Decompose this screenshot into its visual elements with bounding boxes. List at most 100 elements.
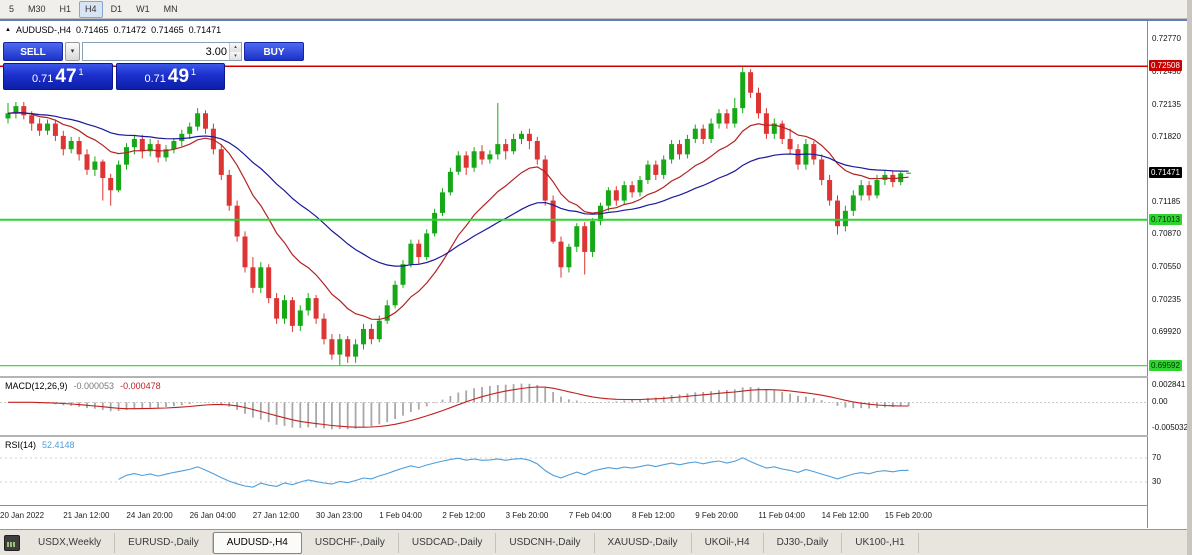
time-axis-label: 2 Feb 12:00 [442,511,486,520]
chart-tab-uk100-h1[interactable]: UK100-,H1 [842,532,919,553]
candle [582,226,588,252]
price-axis[interactable]: 0.72770 0.72450 0.72135 0.71820 0.71185 0.708… [1149,21,1192,528]
candle [740,72,746,109]
ma-slow [7,112,909,267]
price-level-badge: 0.69592 [1149,359,1182,371]
candle [424,233,430,258]
candle [866,185,872,196]
candle [811,144,817,160]
candle [526,133,532,142]
timeframe-button-w1[interactable]: W1 [136,3,150,14]
ma-fast [7,111,909,321]
axis-label: 0.71820 [1152,131,1181,141]
timeframe-button-h4[interactable]: H4 [79,0,103,18]
time-axis-label: 3 Feb 20:00 [505,511,549,520]
sell-price-display[interactable]: 0.71 47 1 [3,63,113,90]
time-axis-label: 1 Feb 04:00 [379,511,422,520]
candle [408,243,414,265]
charts-list-icon[interactable] [4,534,20,551]
rsi-pane[interactable] [0,437,1148,505]
candle [368,328,374,340]
candle [376,320,382,340]
candle [282,300,287,319]
candle [171,141,177,150]
axis-label: 0.72770 [1152,34,1181,44]
candle [84,154,90,170]
candle [590,221,596,252]
candle [68,141,74,150]
volume-increase-button[interactable]: ▴ [230,43,241,52]
candle [566,246,572,268]
candle [124,147,129,165]
candle [637,180,643,193]
candle [763,113,769,134]
chart-plot[interactable]: 20 Jan 2022 21 Jan 12:00 24 Jan 20:00 26 Ja… [0,21,1148,528]
sell-button[interactable]: SELL [3,42,63,61]
axis-label: 70 [1152,453,1161,462]
candle [313,298,319,319]
time-axis-label: 26 Jan 04:00 [189,511,236,520]
volume-dropdown-button[interactable]: ▾ [65,42,80,61]
macd-pane[interactable] [0,378,1148,435]
time-axis-label: 9 Feb 20:00 [695,511,738,520]
candle [850,195,856,211]
candle [756,92,761,114]
rsi-line [118,457,909,488]
timeframe-button-mn[interactable]: MN [163,3,178,14]
pane-splitter[interactable] [0,376,1148,378]
axis-label: 0.00 [1152,397,1168,407]
chart-tab-ukoil-h4[interactable]: UKOil-,H4 [692,532,764,553]
candle [534,141,540,160]
candle [684,138,690,155]
sell-price-sup: 1 [78,67,84,77]
price-level-badge: 0.71013 [1149,213,1182,225]
candle [5,113,11,119]
candle [700,128,706,139]
volume-input[interactable] [83,43,229,60]
chart-tab-usdcad-daily[interactable]: USDCAD-,Daily [399,532,497,553]
chart-tab-eurusd-daily[interactable]: EURUSD-,Daily [115,532,213,553]
candle [203,113,208,129]
candle [519,133,524,139]
candle [827,180,833,201]
axis-label: 0.72450 [1152,67,1181,77]
candle [345,339,351,357]
price-level-badge: 0.71471 [1149,166,1182,178]
chart-tab-xauusd-daily[interactable]: XAUUSD-,Daily [595,532,692,553]
candle [724,113,730,124]
time-axis[interactable]: 20 Jan 2022 21 Jan 12:00 24 Jan 20:00 26 Ja… [0,505,1148,529]
candle [13,106,19,114]
candle [297,310,303,326]
price-pane[interactable] [0,21,1148,376]
timeframe-button-h1[interactable]: H1 [59,3,72,14]
chart-tab-audusd-h4[interactable]: AUDUSD-,H4 [212,531,302,554]
candle [21,106,27,116]
macd-name: MACD(12,26,9) [5,381,68,391]
candle [440,192,445,213]
chart-tab-usdchf-daily[interactable]: USDCHF-,Daily [302,532,399,553]
pane-splitter[interactable] [0,435,1148,437]
timeframe-button-5[interactable]: 5 [9,3,15,14]
chart-tab-usdx-weekly[interactable]: USDX,Weekly [25,532,116,553]
candle [542,159,548,201]
candle [76,141,82,155]
time-axis-label: 20 Jan 2022 [0,511,45,520]
chart-tab-usdcnh-daily[interactable]: USDCNH-,Daily [496,532,595,553]
time-axis-label: 14 Feb 12:00 [821,511,869,520]
candle [258,267,264,288]
buy-price-display[interactable]: 0.71 49 1 [115,63,225,90]
chart-tab-dj30-daily[interactable]: DJ30-,Daily [764,532,843,553]
candle [779,123,785,139]
ohlc-low: 0.71465 [151,25,184,35]
candle [795,149,801,165]
candle [613,190,619,201]
candle [52,123,58,136]
timeframe-button-d1[interactable]: D1 [110,3,123,14]
time-axis-label: 27 Jan 12:00 [252,511,300,520]
timeframe-button-m30[interactable]: M30 [28,3,46,14]
buy-button[interactable]: BUY [244,42,304,61]
window-marker-icon: ▲ [5,27,11,33]
volume-decrease-button[interactable]: ▾ [230,51,241,60]
volume-spinner: ▴ ▾ [229,43,241,60]
candle [60,135,66,150]
